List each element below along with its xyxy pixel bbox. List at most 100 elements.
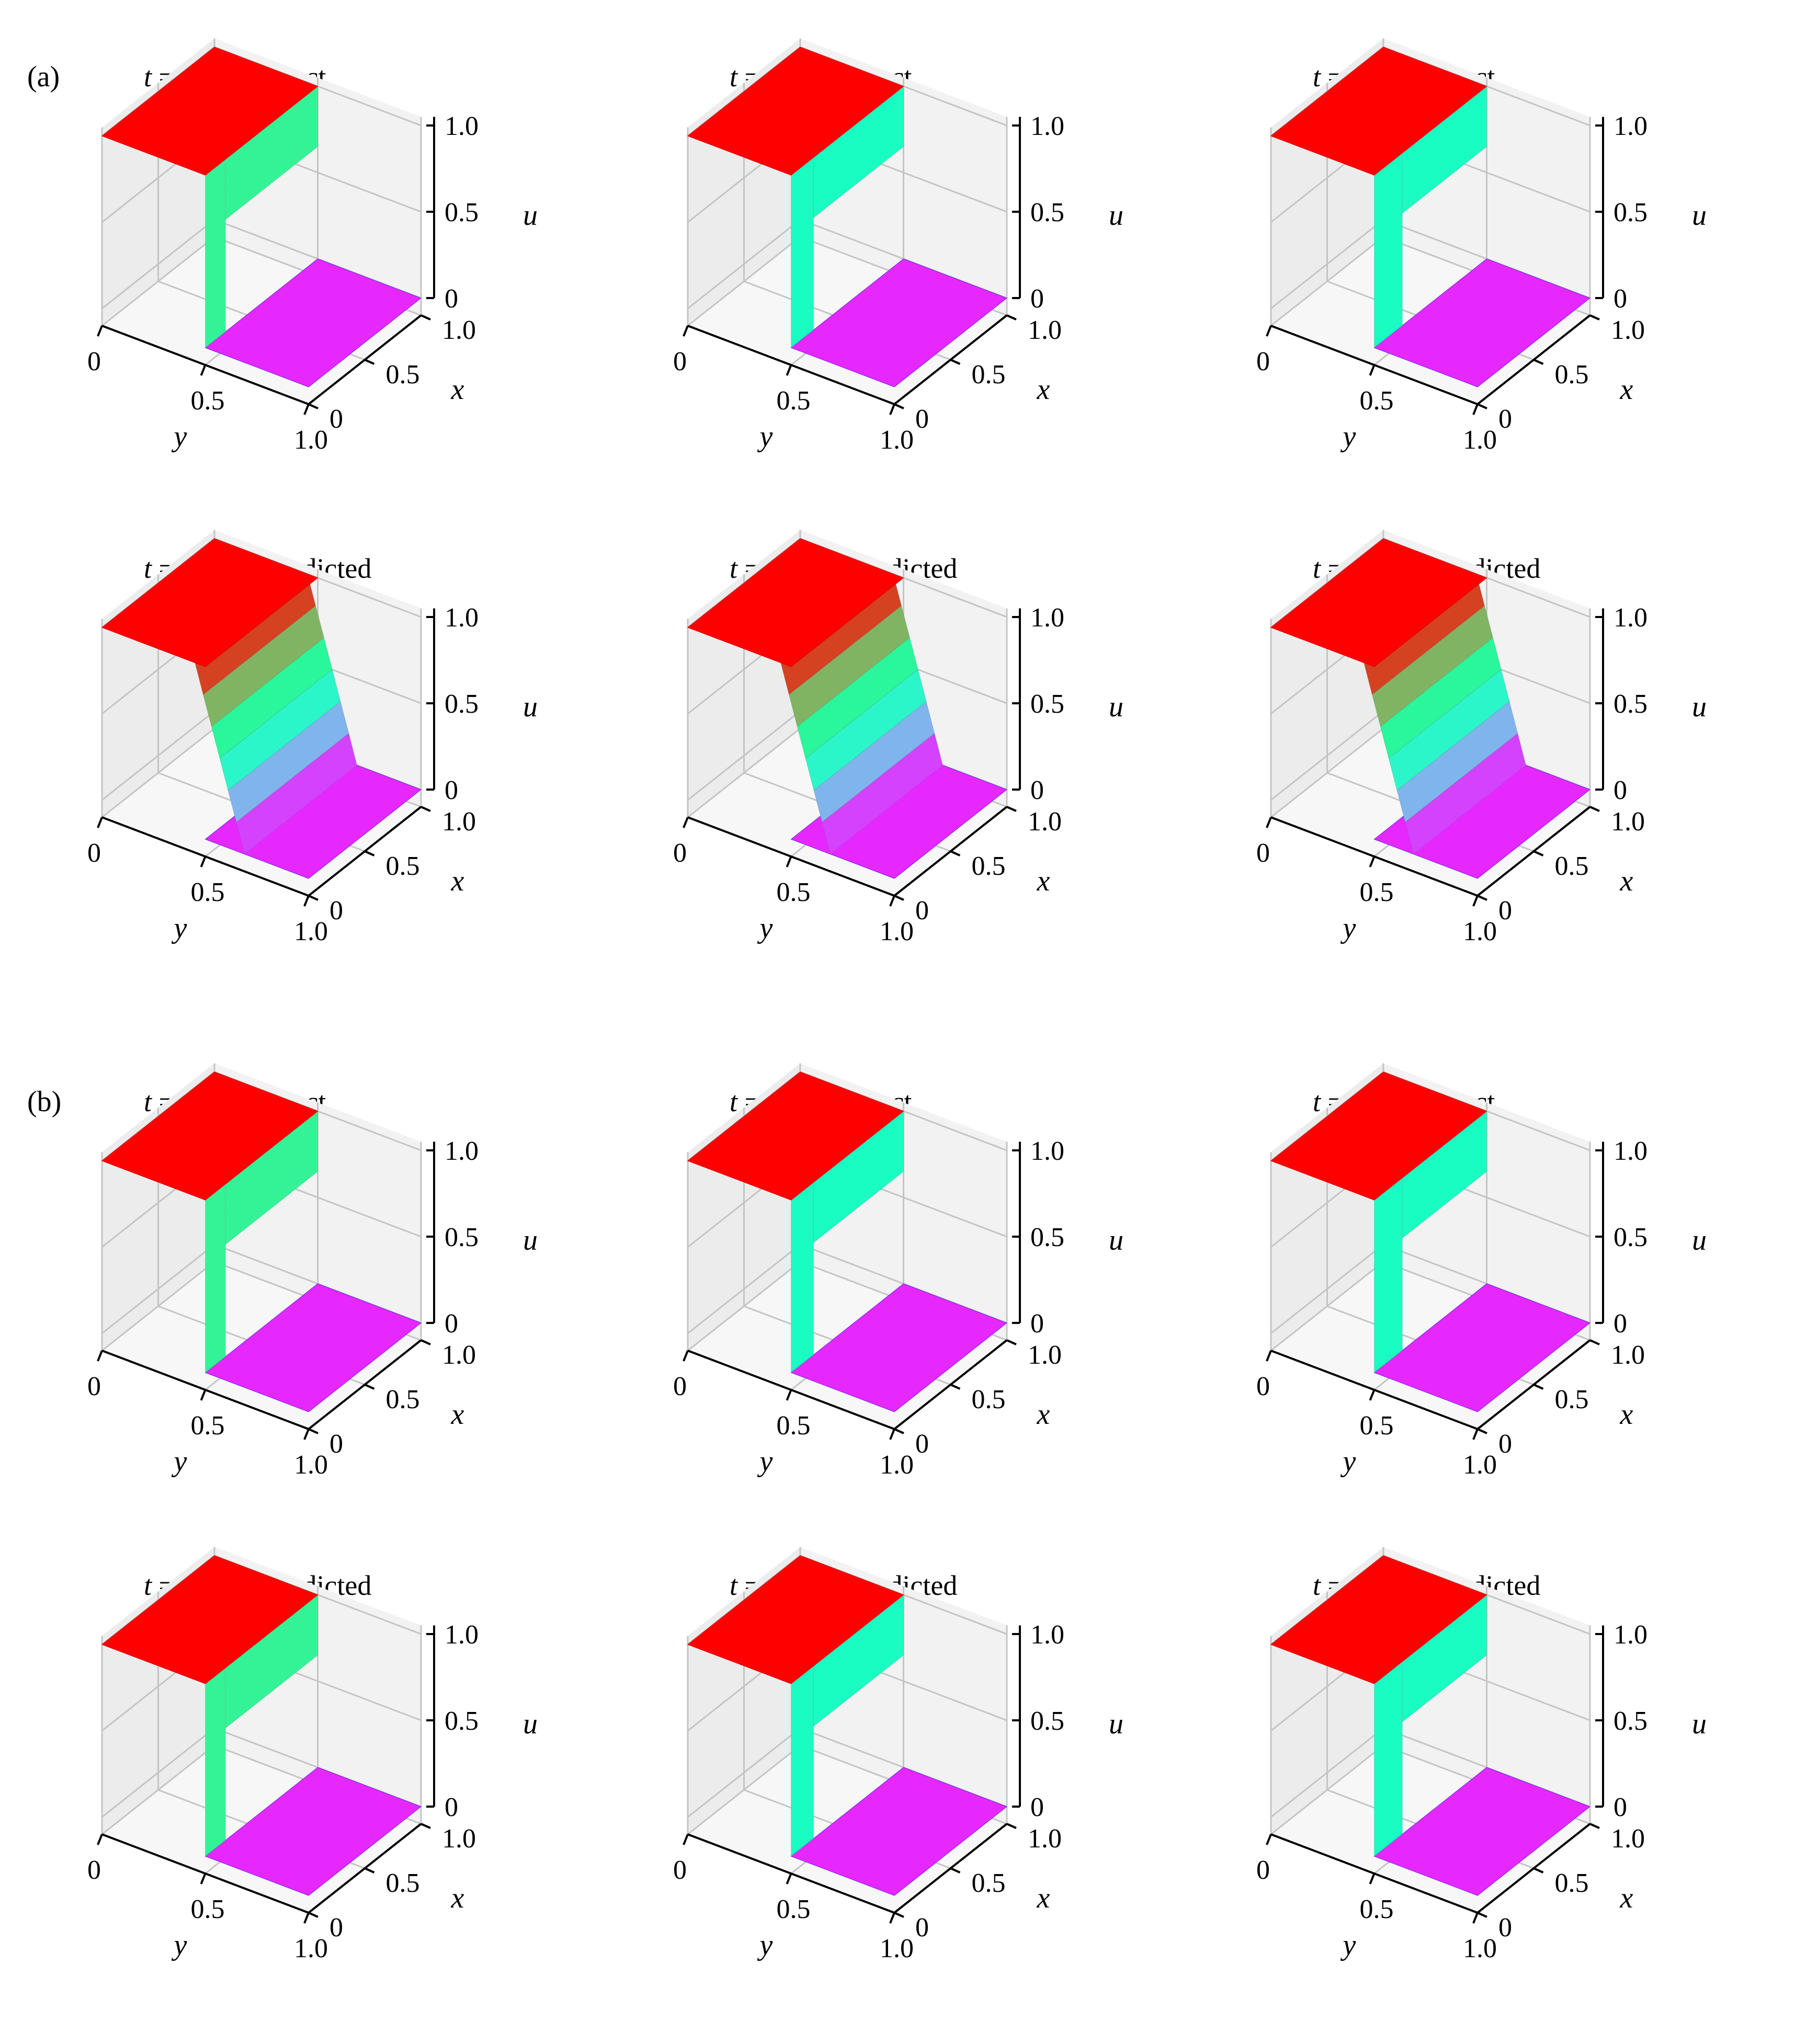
x-tick	[1006, 314, 1017, 321]
y-tick-label: 0	[673, 838, 687, 868]
surface-step-wall	[236, 733, 358, 855]
surface-step-wall	[791, 156, 814, 349]
y-axis-label: y	[1340, 912, 1356, 944]
z-tick-label: 0.5	[445, 689, 479, 719]
y-tick-label: 1.0	[1463, 1934, 1497, 1963]
grid-line	[101, 219, 215, 310]
x-tick	[1006, 806, 1017, 812]
y-tick	[786, 856, 792, 867]
surface-low-plane	[790, 1283, 1008, 1412]
surface-panel: t = 0.25， predicted00.51.000.51.000.51.0…	[87, 1547, 538, 1963]
x-tick-label: 0.5	[972, 1868, 1006, 1898]
surface-high-plane	[1270, 1555, 1487, 1684]
y-tick-label: 1.0	[880, 1934, 914, 1963]
z-axis-label: u	[1692, 199, 1707, 232]
z-tick-label: 1.0	[1614, 603, 1648, 633]
x-tick-label: 0.5	[1555, 1868, 1589, 1898]
panel-title-variable: t	[730, 1086, 739, 1117]
z-tick-label: 1.0	[1614, 1136, 1648, 1166]
y-tick	[200, 1389, 207, 1401]
y-tick	[1472, 1429, 1479, 1440]
surface-step-wall	[205, 1183, 226, 1374]
x-tick	[421, 806, 431, 812]
y-tick-label: 0	[1256, 347, 1270, 376]
y-tick-label: 1.0	[294, 1450, 328, 1480]
x-tick-label: 0.5	[1555, 1385, 1589, 1414]
y-tick	[1472, 895, 1479, 907]
y-tick	[683, 817, 689, 828]
surface-low-plane	[790, 1767, 1008, 1896]
z-tick-label: 0.5	[1614, 1223, 1648, 1252]
grid-line	[687, 219, 801, 310]
panel-title-variable: t	[1313, 61, 1322, 93]
z-tick-label: 0.5	[1030, 1223, 1064, 1252]
grid-line	[1270, 710, 1384, 801]
surface-high-plane	[687, 1555, 904, 1684]
x-tick-label: 0.5	[386, 1868, 420, 1898]
y-tick	[683, 325, 689, 337]
y-tick	[683, 1834, 689, 1845]
x-axis-label: x	[1037, 1882, 1050, 1914]
y-tick-label: 0.5	[191, 1894, 225, 1924]
x-tick	[1589, 1339, 1600, 1345]
grid-line	[687, 1243, 801, 1334]
x-tick	[894, 403, 904, 409]
y-tick-label: 1.0	[294, 917, 328, 946]
y-tick	[97, 817, 103, 828]
x-tick	[1477, 403, 1487, 409]
y-tick-label: 1.0	[1463, 1450, 1497, 1480]
surface-panel: t = 0.35， predicted00.51.000.51.000.51.0…	[673, 530, 1123, 946]
x-tick-label: 1.0	[1028, 807, 1062, 837]
y-tick-label: 0	[87, 838, 101, 868]
x-tick	[1477, 1912, 1487, 1918]
y-tick	[889, 1429, 895, 1440]
surface-high-plane	[101, 1555, 319, 1684]
x-tick	[1477, 1428, 1487, 1434]
y-tick	[1472, 1912, 1479, 1924]
y-tick-label: 1.0	[294, 1934, 328, 1963]
y-tick-label: 0	[87, 1372, 101, 1401]
z-tick-label: 1.0	[1614, 111, 1648, 141]
panel-title-variable: t	[144, 1570, 153, 1601]
z-tick-label: 0.5	[1614, 689, 1648, 719]
y-tick	[1369, 856, 1376, 867]
z-tick-label: 0.5	[1614, 198, 1648, 227]
surface-low-plane	[1373, 258, 1591, 387]
z-tick-label: 0	[1030, 1309, 1044, 1339]
surface-step-wall	[1405, 733, 1527, 855]
y-tick	[97, 1350, 103, 1362]
z-tick-label: 0	[1030, 284, 1044, 314]
surface-low-plane	[790, 258, 1008, 387]
x-tick	[421, 1823, 431, 1829]
panel-title-variable: t	[144, 1086, 153, 1117]
y-tick	[889, 1912, 895, 1924]
x-tick	[421, 314, 431, 321]
x-tick	[1006, 1339, 1017, 1345]
x-axis-label: x	[1037, 865, 1050, 897]
x-tick	[950, 1384, 961, 1390]
panel-title-variable: t	[1313, 1570, 1322, 1601]
x-tick	[364, 359, 375, 365]
y-tick	[786, 1389, 792, 1401]
x-tick-label: 0.5	[386, 1385, 420, 1414]
surface-high-plane	[101, 47, 319, 176]
y-tick	[303, 404, 310, 415]
x-tick	[421, 1339, 431, 1345]
section-label-b: (b)	[27, 1086, 61, 1118]
y-tick	[200, 856, 207, 867]
z-tick-label: 1.0	[1030, 1136, 1064, 1166]
y-tick-label: 0	[1256, 1855, 1270, 1885]
surface-low-plane	[205, 1283, 422, 1412]
z-axis-label: u	[523, 1708, 538, 1740]
z-tick-label: 1.0	[445, 1136, 479, 1166]
surface-high-plane	[687, 1071, 904, 1201]
y-axis-label: y	[757, 912, 773, 944]
y-tick-label: 0.5	[777, 877, 811, 907]
surface-high-plane	[1270, 47, 1487, 176]
x-tick	[308, 895, 319, 901]
surface-panel: t = 0.45， predicted00.51.000.51.000.51.0…	[1256, 530, 1707, 946]
y-tick	[200, 1873, 207, 1885]
